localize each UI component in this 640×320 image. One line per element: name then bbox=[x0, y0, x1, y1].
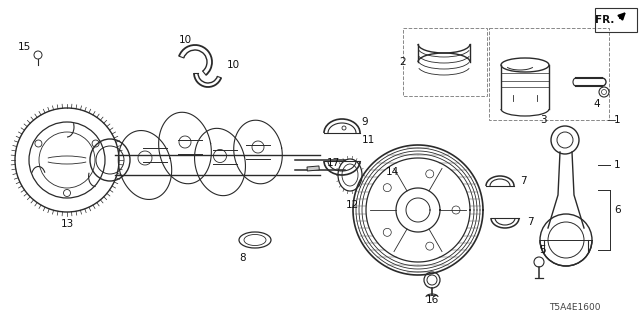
Text: 8: 8 bbox=[240, 253, 246, 263]
Bar bbox=[403, 28, 487, 96]
Text: 5: 5 bbox=[540, 245, 547, 255]
Text: 1: 1 bbox=[614, 160, 620, 170]
Text: 6: 6 bbox=[614, 205, 621, 215]
Text: FR.: FR. bbox=[595, 15, 614, 25]
Text: 9: 9 bbox=[362, 117, 368, 127]
Text: 11: 11 bbox=[362, 135, 374, 145]
Text: T5A4E1600: T5A4E1600 bbox=[549, 303, 601, 313]
Text: 10: 10 bbox=[179, 35, 191, 45]
Text: 13: 13 bbox=[60, 219, 74, 229]
Text: 10: 10 bbox=[227, 60, 239, 70]
Text: 14: 14 bbox=[385, 167, 399, 177]
Text: 3: 3 bbox=[540, 115, 547, 125]
Text: 15: 15 bbox=[17, 42, 31, 52]
Text: 1: 1 bbox=[614, 115, 620, 125]
Text: 7: 7 bbox=[527, 217, 533, 227]
Bar bbox=[307, 166, 319, 171]
Text: 17: 17 bbox=[326, 158, 340, 168]
Text: 2: 2 bbox=[400, 57, 406, 67]
Bar bbox=[489, 28, 609, 120]
Bar bbox=[595, 8, 637, 32]
Text: 16: 16 bbox=[426, 295, 438, 305]
Text: 4: 4 bbox=[594, 99, 600, 109]
Text: 12: 12 bbox=[346, 200, 358, 210]
Text: 7: 7 bbox=[520, 176, 526, 186]
